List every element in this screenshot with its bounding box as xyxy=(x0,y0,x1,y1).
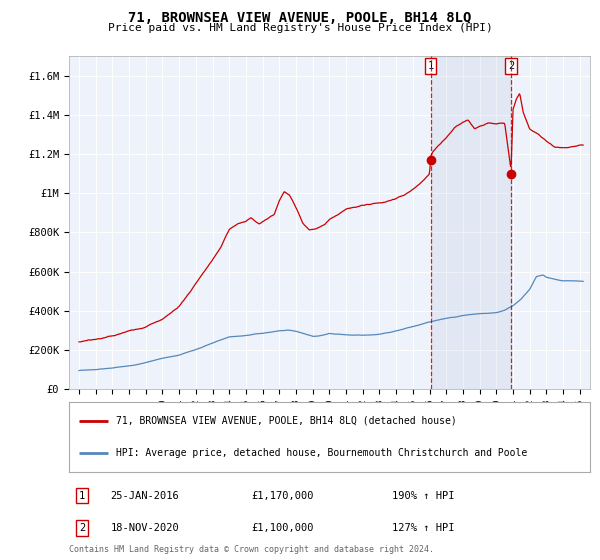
Text: 1: 1 xyxy=(79,491,85,501)
Text: Contains HM Land Registry data © Crown copyright and database right 2024.: Contains HM Land Registry data © Crown c… xyxy=(69,545,434,554)
Bar xyxy=(431,56,511,389)
Text: 71, BROWNSEA VIEW AVENUE, POOLE, BH14 8LQ (detached house): 71, BROWNSEA VIEW AVENUE, POOLE, BH14 8L… xyxy=(116,416,457,426)
Text: 25-JAN-2016: 25-JAN-2016 xyxy=(110,491,179,501)
Text: 18-NOV-2020: 18-NOV-2020 xyxy=(110,523,179,533)
Text: Price paid vs. HM Land Registry's House Price Index (HPI): Price paid vs. HM Land Registry's House … xyxy=(107,23,493,33)
Text: 127% ↑ HPI: 127% ↑ HPI xyxy=(392,523,454,533)
Text: 2: 2 xyxy=(79,523,85,533)
Text: 1: 1 xyxy=(428,61,434,71)
Text: 2: 2 xyxy=(508,61,514,71)
Text: 190% ↑ HPI: 190% ↑ HPI xyxy=(392,491,454,501)
Text: 71, BROWNSEA VIEW AVENUE, POOLE, BH14 8LQ: 71, BROWNSEA VIEW AVENUE, POOLE, BH14 8L… xyxy=(128,11,472,25)
Text: £1,100,000: £1,100,000 xyxy=(251,523,314,533)
Text: £1,170,000: £1,170,000 xyxy=(251,491,314,501)
Text: HPI: Average price, detached house, Bournemouth Christchurch and Poole: HPI: Average price, detached house, Bour… xyxy=(116,448,527,458)
